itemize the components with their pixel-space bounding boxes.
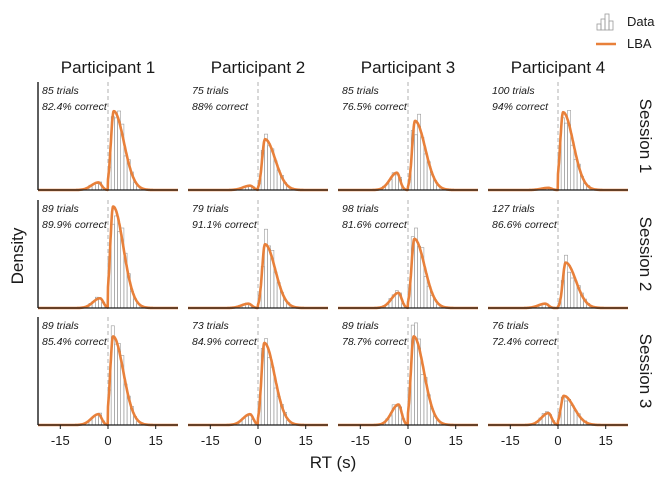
histogram-bar <box>414 134 418 191</box>
histogram-bar <box>114 343 118 426</box>
x-tick-label: 15 <box>148 433 162 448</box>
legend-key-data <box>596 13 614 31</box>
histogram-bar <box>117 231 122 309</box>
legend: Data LBA <box>596 13 655 51</box>
histogram-bar <box>394 406 399 426</box>
facet-panel: 85 trials 76.5% correct <box>337 82 479 192</box>
x-tick-label: 15 <box>448 433 462 448</box>
histogram-bar <box>267 145 272 191</box>
trials-annotation: 89 trials <box>42 203 80 215</box>
trials-annotation: 79 trials <box>192 203 230 215</box>
column-strip-title: Participant 3 <box>361 58 456 77</box>
correct-annotation: 94% correct <box>492 101 549 113</box>
histogram-bar <box>267 357 272 426</box>
lba-density-curve <box>487 110 629 192</box>
lba-density-curve <box>37 109 179 192</box>
histogram-bar <box>264 228 268 309</box>
column-strip-title: Participant 1 <box>61 58 156 77</box>
facet-panel: 89 trials 78.7% correct <box>337 317 479 427</box>
histogram-bar <box>95 183 99 191</box>
trials-annotation: 85 trials <box>342 85 380 97</box>
correct-annotation: 76.5% correct <box>342 101 408 113</box>
x-axis-title: RT (s) <box>310 453 357 472</box>
legend-histogram-bar <box>600 18 606 31</box>
correct-annotation: 91.1% correct <box>192 219 258 231</box>
x-tick-label: -15 <box>501 433 520 448</box>
trials-annotation: 89 trials <box>42 320 80 332</box>
facet-panel: 75 trials 88% correct <box>187 82 329 192</box>
x-tick-label: 0 <box>404 433 411 448</box>
x-tick-label: 15 <box>298 433 312 448</box>
correct-annotation: 88% correct <box>192 101 249 113</box>
histogram-bar <box>114 215 118 309</box>
correct-annotation: 81.6% correct <box>342 219 408 231</box>
correct-annotation: 72.4% correct <box>492 336 558 348</box>
facet-panel: 98 trials 81.6% correct <box>337 200 479 310</box>
x-tick-label: 0 <box>554 433 561 448</box>
column-strip-title: Participant 4 <box>511 58 606 77</box>
histogram-bar <box>114 117 118 191</box>
histogram-bar <box>264 338 268 426</box>
histogram-bar <box>564 400 568 426</box>
trials-annotation: 89 trials <box>342 320 380 332</box>
histogram-bar <box>570 144 575 191</box>
trials-annotation: 75 trials <box>192 85 230 97</box>
facet-panel: 100 trials 94% correct <box>487 82 629 192</box>
histogram-bar <box>564 122 568 191</box>
x-tick-label: -15 <box>351 433 370 448</box>
trials-annotation: 73 trials <box>192 320 230 332</box>
correct-annotation: 85.4% correct <box>42 336 108 348</box>
x-tick-label: 15 <box>598 433 612 448</box>
trials-annotation: 98 trials <box>342 203 380 215</box>
histogram-bar <box>570 277 575 309</box>
x-axes: -15 0 15 -15 0 15 -15 0 15 -15 0 15 <box>38 189 628 448</box>
facet-panel: 89 trials 85.4% correct <box>37 317 179 427</box>
row-strip-title: Session 2 <box>636 217 655 292</box>
histogram-bar <box>423 276 428 309</box>
trials-annotation: 100 trials <box>492 85 535 97</box>
legend-label: Data <box>627 14 655 29</box>
trials-annotation: 127 trials <box>492 203 535 215</box>
histogram-bar <box>420 374 425 426</box>
legend-histogram-bar <box>604 13 610 31</box>
trials-annotation: 76 trials <box>492 320 530 332</box>
correct-annotation: 86.6% correct <box>492 219 558 231</box>
histogram-bar <box>573 159 578 191</box>
facet-panel: 127 trials 86.6% correct <box>487 200 629 310</box>
facet-panel: 73 trials 84.9% correct <box>187 317 329 427</box>
facet-panel: 85 trials 82.4% correct <box>37 82 179 192</box>
x-tick-label: 0 <box>254 433 261 448</box>
correct-annotation: 82.4% correct <box>42 101 108 113</box>
x-tick-label: 0 <box>104 433 111 448</box>
histogram-bar <box>567 271 572 309</box>
correct-annotation: 89.9% correct <box>42 219 108 231</box>
facet-panel: 79 trials 91.1% correct <box>187 200 329 310</box>
x-tick-label: -15 <box>51 433 70 448</box>
facet-panel: 76 trials 72.4% correct <box>487 317 629 427</box>
legend-histogram-bar <box>596 23 602 31</box>
x-tick-label: -15 <box>201 433 220 448</box>
legend-histogram-bar <box>608 20 614 31</box>
row-strip-title: Session 3 <box>636 334 655 409</box>
correct-annotation: 84.9% correct <box>192 336 258 348</box>
facet-strips: Participant 1 Participant 2 Participant 3 P… <box>61 58 655 408</box>
trials-annotation: 85 trials <box>42 85 80 97</box>
histogram-bar <box>417 245 422 309</box>
legend-label: LBA <box>627 36 652 51</box>
correct-annotation: 78.7% correct <box>342 336 408 348</box>
column-strip-title: Participant 2 <box>211 58 306 77</box>
facet-panels: 85 trials 82.4% correct 75 trials 88% corre… <box>37 82 629 427</box>
y-axis-title: Density <box>8 227 27 284</box>
histogram-bar <box>273 387 278 426</box>
facet-panel: 89 trials 89.9% correct <box>37 200 179 310</box>
row-strip-title: Session 1 <box>636 99 655 174</box>
histogram-bar <box>123 155 128 191</box>
